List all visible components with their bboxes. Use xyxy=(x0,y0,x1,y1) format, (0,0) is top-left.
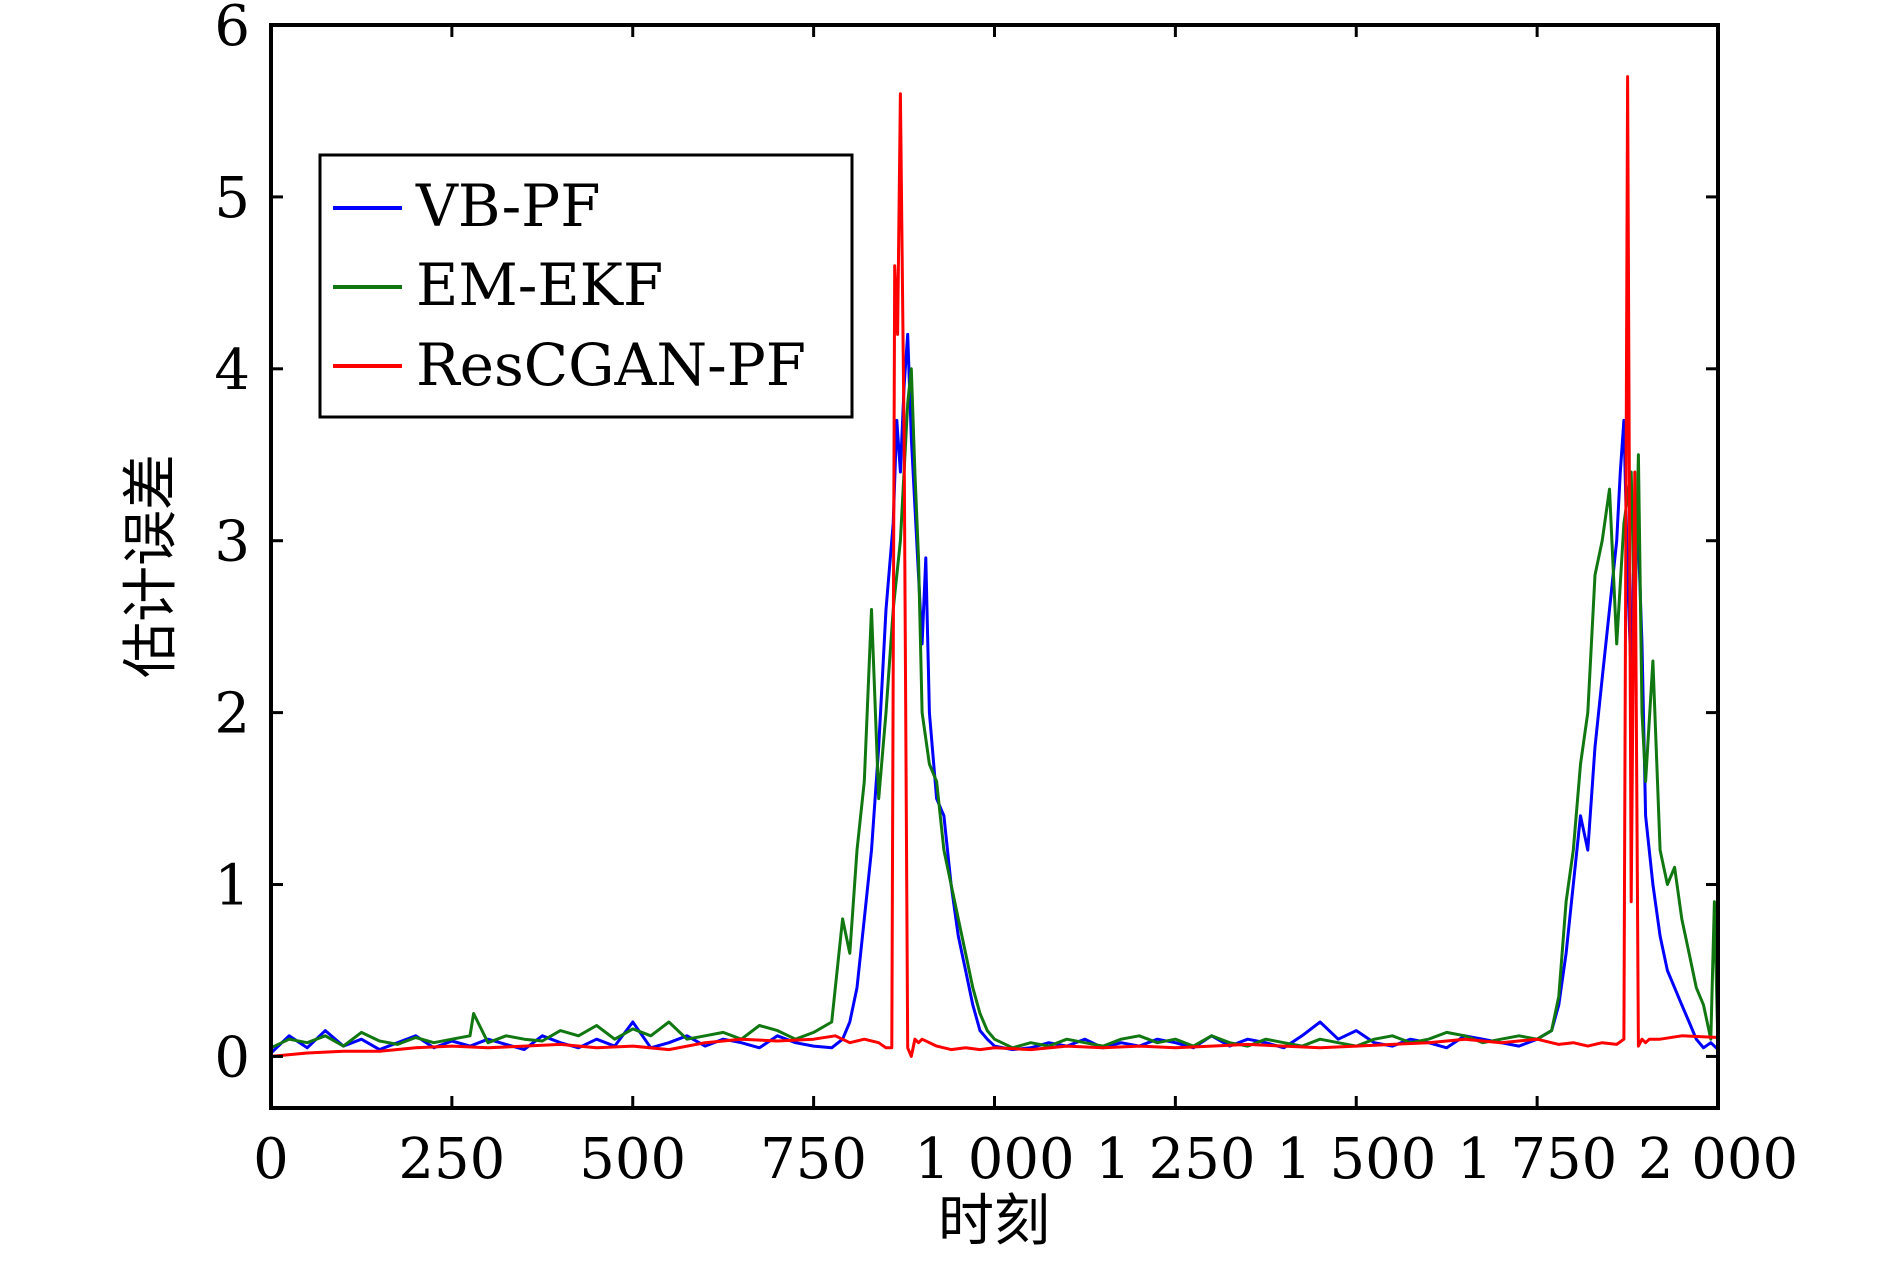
x-tick-label: 1 000 xyxy=(914,1127,1074,1192)
y-axis-title: 估计误差 xyxy=(119,454,184,678)
y-tick-label: 6 xyxy=(214,0,250,59)
x-tick-label: 1 250 xyxy=(1095,1127,1255,1192)
y-tick-label: 3 xyxy=(214,510,250,575)
x-tick-label: 750 xyxy=(760,1127,867,1192)
legend-label-vb-pf: VB-PF xyxy=(415,172,600,240)
legend-label-em-ekf: EM-EKF xyxy=(416,251,663,319)
legend: VB-PF EM-EKF ResCGAN-PF xyxy=(318,153,854,419)
series-line-em-ekf xyxy=(270,367,1720,1050)
y-tick-label: 5 xyxy=(214,166,250,231)
x-tick-label: 500 xyxy=(579,1127,686,1192)
x-tick-label: 1 500 xyxy=(1276,1127,1436,1192)
legend-label-rescgan-pf: ResCGAN-PF xyxy=(416,331,806,399)
series-line-rescgan-pf xyxy=(270,75,1719,1058)
y-tick-label: 1 xyxy=(214,854,250,919)
x-tick-label: 2 000 xyxy=(1638,1127,1798,1192)
y-tick-label: 0 xyxy=(214,1025,250,1090)
x-tick-label: 250 xyxy=(398,1127,505,1192)
x-axis-title: 时刻 xyxy=(938,1189,1050,1254)
x-tick-label: 1 750 xyxy=(1457,1127,1617,1192)
y-tick-label: 2 xyxy=(214,682,250,747)
x-tick-label: 0 xyxy=(253,1127,289,1192)
ticks-layer: 0 250 500 750 1 000 1 250 1 500 1 750 2 000 0 1 2 3 4… xyxy=(214,0,1798,1192)
y-tick-label: 4 xyxy=(214,338,250,403)
series-line-vb-pf xyxy=(269,332,1720,1055)
series-layer xyxy=(269,75,1720,1058)
legend-box xyxy=(318,153,854,419)
